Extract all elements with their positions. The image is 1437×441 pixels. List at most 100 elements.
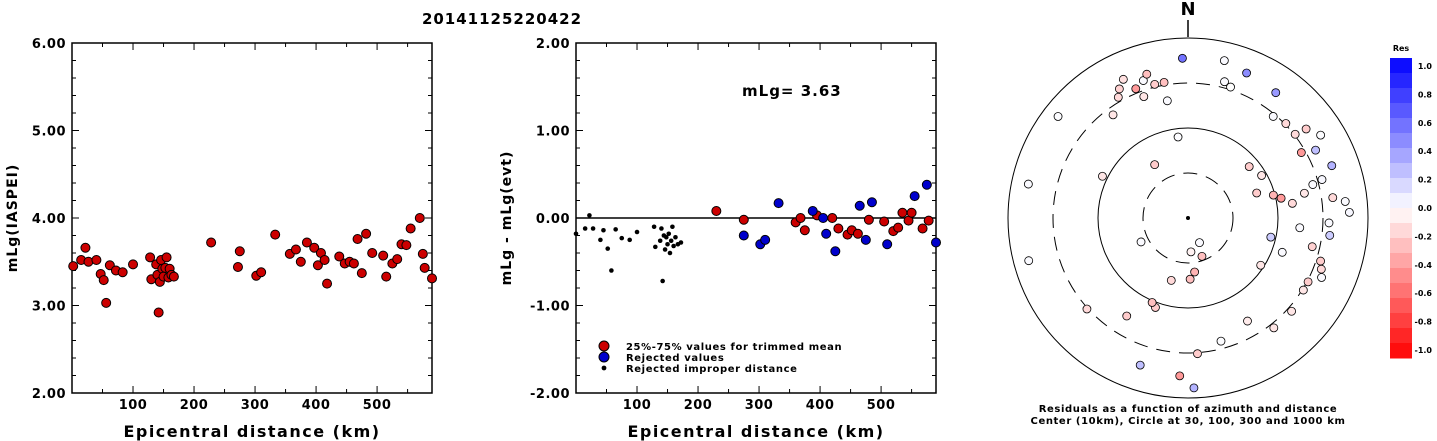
- x-tick-label: 100: [119, 398, 148, 413]
- station-marker: [1281, 119, 1291, 128]
- colorbar-tick-label: 0.8: [1418, 90, 1433, 99]
- data-point: [931, 237, 941, 248]
- x-tick-label: 500: [867, 398, 896, 413]
- data-point: [653, 244, 658, 250]
- station-marker: [1150, 160, 1160, 170]
- mlg-annotation: mLg= 3.63: [742, 82, 842, 100]
- data-point: [818, 213, 829, 223]
- data-point: [923, 215, 934, 226]
- data-point: [234, 246, 245, 257]
- legend: 25%-75% values for trimmed mean Rejected…: [598, 340, 842, 375]
- x-tick-label: 200: [180, 398, 209, 413]
- data-point: [738, 230, 749, 241]
- north-label: N: [1180, 0, 1195, 20]
- station-marker: [1316, 264, 1326, 274]
- colorbar-tick-label: -1.0: [1415, 346, 1433, 355]
- data-point: [882, 239, 893, 250]
- colorbar-band: [1390, 313, 1412, 329]
- data-point: [582, 226, 588, 231]
- colorbar-band: [1390, 88, 1412, 104]
- station-marker: [1189, 383, 1199, 393]
- station-marker: [1139, 92, 1149, 101]
- y-tick-label: 2.00: [536, 37, 570, 52]
- legend-marker-rejected: [598, 351, 610, 363]
- station-marker: [1024, 256, 1034, 266]
- data-point: [417, 248, 428, 259]
- data-point: [128, 259, 139, 270]
- station-marker: [1147, 298, 1157, 307]
- station-marker: [1023, 179, 1033, 189]
- data-point: [232, 262, 243, 272]
- data-point: [401, 240, 412, 251]
- colorbar-band: [1390, 283, 1412, 299]
- data-point: [91, 255, 102, 265]
- y-tick-label: 6.00: [32, 37, 66, 52]
- data-point: [860, 234, 871, 245]
- data-point: [671, 243, 676, 249]
- station-marker: [1244, 162, 1254, 172]
- station-marker: [1301, 124, 1311, 134]
- y-tick-label: 1.00: [536, 125, 570, 140]
- colorbar-band: [1390, 118, 1412, 134]
- station-marker: [1131, 84, 1141, 94]
- data-point: [605, 246, 611, 251]
- magnitude-plot-frame: [71, 42, 433, 394]
- data-point: [678, 240, 684, 245]
- colorbar-tick-label: 0.2: [1418, 176, 1432, 185]
- data-point: [917, 223, 928, 234]
- station-marker: [1197, 251, 1207, 261]
- x-tick-label: 500: [363, 398, 392, 413]
- data-point: [863, 214, 874, 225]
- data-point: [80, 242, 91, 253]
- colorbar-band: [1390, 238, 1412, 254]
- data-point: [673, 234, 678, 240]
- data-point: [660, 278, 665, 284]
- residual-x-ticks: 100 200 300 400 500: [606, 43, 913, 413]
- x-tick-label: 400: [302, 398, 331, 413]
- station-marker: [1311, 145, 1320, 155]
- station-marker: [1108, 110, 1118, 120]
- data-point: [319, 255, 330, 265]
- station-marker: [1268, 112, 1278, 121]
- station-marker: [1216, 336, 1226, 346]
- data-point: [301, 237, 312, 248]
- colorbar-tick-label: -0.4: [1415, 261, 1433, 270]
- colorbar-tick-label: 1.0: [1418, 62, 1433, 71]
- station-marker: [1340, 197, 1350, 206]
- data-point: [854, 200, 865, 211]
- station-marker: [1290, 129, 1300, 139]
- station-marker: [1135, 360, 1145, 370]
- data-point: [670, 224, 675, 230]
- polar-caption-1: Residuals as a function of azimuth and d…: [1039, 404, 1338, 415]
- polar-panel: N Residuals as a function of azimuth and…: [1007, 0, 1369, 427]
- data-point: [807, 206, 818, 216]
- data-point: [153, 307, 164, 318]
- station-marker: [1082, 304, 1092, 314]
- colorbar-tick-label: 0.0: [1418, 204, 1433, 213]
- y-tick-label: -2.00: [530, 387, 570, 402]
- station-marker: [1220, 77, 1229, 87]
- data-point: [419, 262, 430, 273]
- station-marker: [1166, 275, 1176, 285]
- colorbar-band: [1390, 268, 1412, 284]
- station-marker: [1142, 69, 1152, 79]
- station-marker: [1316, 256, 1325, 266]
- data-point: [256, 267, 267, 278]
- colorbar-band: [1390, 298, 1412, 314]
- data-point: [161, 252, 172, 263]
- data-point: [627, 237, 632, 243]
- colorbar-tick-label: -0.6: [1415, 289, 1433, 298]
- station-marker: [1317, 175, 1327, 184]
- data-point: [356, 268, 367, 279]
- station-marker: [1242, 68, 1251, 78]
- data-point: [290, 244, 301, 255]
- data-point: [659, 226, 664, 231]
- station-marker: [1327, 161, 1337, 171]
- station-marker: [1287, 306, 1296, 316]
- data-point: [613, 227, 618, 232]
- station-marker: [1276, 193, 1286, 203]
- y-tick-label: 5.00: [32, 125, 66, 140]
- station-marker: [1159, 77, 1169, 87]
- colorbar-bands: [1390, 58, 1412, 359]
- data-point: [270, 229, 281, 240]
